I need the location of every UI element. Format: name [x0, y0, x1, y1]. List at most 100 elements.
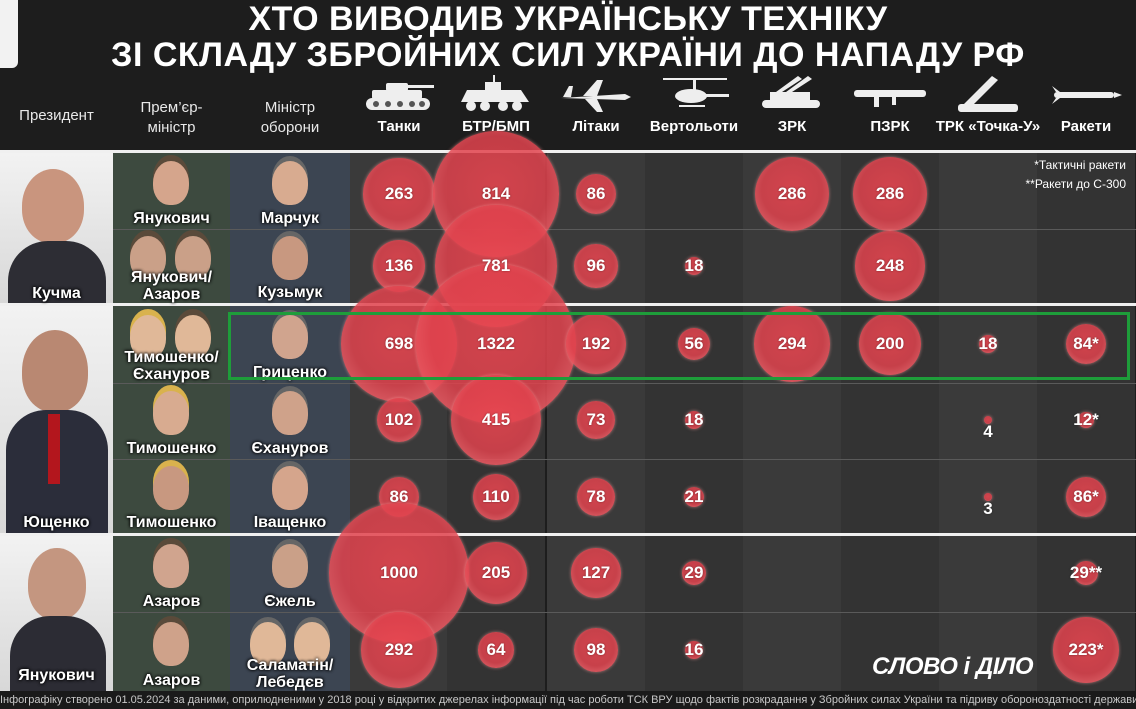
value-r2-c4: 294: [777, 334, 807, 353]
value-r6-c7: 223*: [1068, 640, 1104, 659]
pm-photo-5-0: [153, 544, 189, 588]
mod-name-1: Кузьмук: [257, 284, 323, 301]
president-name-yushchenko: Ющенко: [23, 514, 90, 531]
subdivider-3: [113, 612, 1136, 613]
pm-photo-3-0: [153, 391, 189, 435]
header-pm-line2: міністр: [147, 119, 196, 136]
column-header-1: БТР/БМП: [462, 118, 530, 135]
value-r1-c2: 96: [586, 256, 606, 275]
header-president: Президент: [19, 107, 94, 124]
value-r2-c7: 84*: [1073, 334, 1099, 353]
pm-name-2: Тимошенко/Єхануров: [124, 349, 219, 383]
mod-photo-3-0: [272, 391, 308, 435]
column-bg-4: [743, 153, 841, 691]
mod-photo-1-0: [272, 236, 308, 280]
value-r5-c3: 29: [684, 563, 704, 582]
column-bg-5: [841, 153, 939, 691]
pm-name-6: Азаров: [142, 672, 201, 689]
logo: СЛОВО і ДІЛО: [872, 653, 1034, 680]
mod-name-2: Гриценко: [252, 364, 328, 381]
value-r2-c5: 200: [875, 334, 905, 353]
tank-icon: [366, 83, 434, 110]
pm-name-1: Янукович/Азаров: [130, 269, 213, 303]
value-r4-c6: 3: [983, 499, 993, 518]
value-r0-c5: 286: [875, 184, 905, 203]
divider-yushchenko-yanukovych: [0, 533, 1136, 536]
pm-photo-0-0: [153, 161, 189, 205]
column-header-7: Ракети: [1060, 118, 1112, 135]
column-header-3: Вертольоти: [649, 118, 739, 135]
value-r6-c2: 98: [586, 640, 606, 659]
mod-photo-2-0: [272, 314, 308, 359]
value-r3-c0: 102: [384, 410, 414, 429]
value-r3-c7: 12*: [1073, 410, 1099, 429]
mod-photo-0-0: [272, 161, 308, 205]
mod-name-0: Марчук: [261, 210, 319, 227]
value-r2-c6: 18: [978, 334, 998, 353]
sam-system-icon: [762, 76, 820, 108]
value-r1-c5: 248: [875, 256, 905, 275]
value-r1-c1: 781: [481, 256, 511, 275]
pm-name-3: Тимошенко: [126, 440, 217, 457]
footnotes: *Тактичні ракети **Ракети до С-300: [1025, 156, 1126, 194]
value-r5-c0: 1000: [380, 563, 418, 582]
value-r0-c2: 86: [586, 184, 606, 203]
value-r6-c1: 64: [486, 640, 506, 659]
divider-top: [0, 150, 1136, 153]
column-header-0: Танки: [377, 118, 421, 135]
pm-photo-4-0: [153, 466, 189, 510]
president-photo-kuchma: [0, 153, 113, 303]
president-photo-yanukovych: [0, 536, 113, 691]
note-tactical: *Тактичні ракети: [1034, 158, 1126, 172]
value-r1-c3: 18: [684, 256, 704, 275]
value-r4-c2: 78: [586, 487, 606, 506]
president-photo-yushchenko: [0, 306, 113, 533]
tochka-u-icon: [958, 76, 1018, 112]
value-r3-c6: 4: [983, 422, 993, 441]
title-line-2: ЗІ СКЛАДУ ЗБРОЙНИХ СИЛ УКРАЇНИ ДО НАПАДУ…: [111, 36, 1025, 74]
mod-name-3: Єхануров: [251, 440, 329, 457]
value-r4-c0: 86: [389, 487, 409, 506]
value-r6-c0: 292: [384, 640, 414, 659]
president-name-kuchma: Кучма: [32, 285, 81, 302]
corner-tab: [0, 0, 18, 68]
helicopter-icon: [663, 78, 729, 107]
mod-name-5: Єжель: [264, 593, 316, 610]
manpads-icon: [854, 90, 926, 107]
header-pm-line1: Прем’єр-: [140, 99, 203, 116]
header-mod-line1: Міністр: [264, 99, 316, 116]
mod-name-6: Саламатін/Лебедєв: [246, 657, 334, 691]
value-r0-c4: 286: [777, 184, 807, 203]
mod-photo-6-1: [294, 621, 330, 666]
aircraft-icon: [561, 80, 631, 112]
header-mod-line2: оборони: [260, 119, 320, 136]
highlighted-row-frame: [228, 312, 1130, 380]
column-header-4: ЗРК: [777, 118, 807, 135]
pm-name-0: Янукович: [133, 210, 210, 227]
value-r3-c3: 18: [684, 410, 704, 429]
value-r5-c1: 205: [481, 563, 511, 582]
president-name-yanukovych: Янукович: [18, 667, 95, 684]
header-defense-minister: Міністр оборони: [230, 98, 350, 138]
subdivider-2: [113, 459, 1136, 460]
value-r3-c1: 415: [481, 410, 511, 429]
value-r4-c7: 86*: [1073, 487, 1099, 506]
pm-photo-1-0: [130, 236, 166, 280]
value-r6-c3: 16: [684, 640, 704, 659]
mod-name-4: Іващенко: [253, 514, 327, 531]
value-r5-c2: 127: [581, 563, 611, 582]
value-r4-c1: 110: [482, 487, 510, 506]
title-line-1: ХТО ВИВОДИВ УКРАЇНСЬКУ ТЕХНІКУ: [248, 0, 888, 38]
note-s300: **Ракети до С-300: [1025, 177, 1126, 191]
mod-photo-6-0: [250, 621, 286, 666]
missile-icon: [1052, 86, 1122, 104]
pm-photo-2-1: [175, 314, 211, 359]
column-header-6: ТРК «Точка-У»: [935, 118, 1041, 135]
apc-icon: [461, 75, 529, 111]
value-r5-c7: 29**: [1069, 563, 1103, 582]
column-header-5: ПЗРК: [870, 118, 910, 135]
footer-source: Інфографіку створено 01.05.2024 за даним…: [0, 691, 1136, 709]
pm-name-5: Азаров: [142, 593, 201, 610]
value-r4-c3: 21: [684, 487, 704, 506]
subdivider-1: [113, 383, 1136, 384]
